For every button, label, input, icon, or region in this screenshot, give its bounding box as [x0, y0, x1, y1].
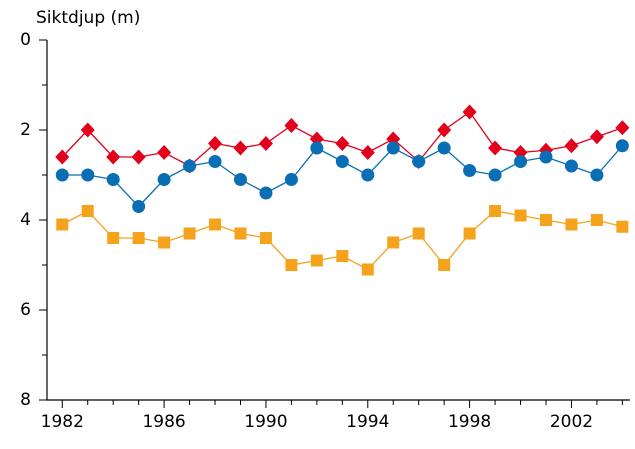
point — [208, 155, 222, 168]
point — [539, 150, 553, 164]
point — [81, 168, 95, 182]
point — [284, 118, 299, 133]
y-tick-label: 6 — [20, 300, 31, 320]
y-tick-label: 8 — [20, 390, 31, 410]
point — [335, 136, 350, 151]
point — [335, 155, 349, 168]
x-tick-label: 1986 — [142, 412, 185, 432]
point — [336, 250, 349, 262]
point — [234, 227, 247, 240]
point — [158, 236, 171, 249]
y-tick-label: 2 — [20, 120, 31, 140]
point — [412, 227, 425, 240]
point — [590, 214, 603, 226]
point — [258, 136, 273, 151]
point — [488, 140, 503, 156]
y-tick-label: 0 — [20, 30, 31, 50]
point — [437, 141, 451, 155]
point — [361, 168, 375, 182]
point — [565, 218, 578, 231]
point — [132, 200, 146, 213]
point — [514, 209, 527, 222]
point — [55, 168, 69, 182]
point — [412, 155, 426, 168]
point — [157, 173, 171, 186]
point — [259, 186, 273, 200]
point — [616, 220, 629, 233]
point — [462, 104, 477, 120]
point — [208, 136, 223, 151]
point — [132, 232, 145, 244]
point — [360, 145, 375, 160]
point — [463, 164, 477, 177]
x-tick-label: 1998 — [448, 412, 491, 432]
point — [564, 159, 578, 173]
series-line — [62, 145, 623, 208]
point — [259, 232, 272, 244]
point — [131, 149, 146, 165]
point — [387, 236, 400, 249]
point — [489, 205, 502, 217]
point — [361, 263, 374, 276]
y-tick-label: 4 — [20, 210, 31, 230]
point — [437, 122, 452, 138]
point — [615, 139, 629, 153]
point — [55, 149, 70, 165]
point — [209, 218, 222, 231]
y-axis-label: Siktdjup (m) — [36, 8, 140, 28]
point — [183, 227, 196, 240]
point — [488, 168, 502, 182]
point — [284, 173, 298, 186]
point — [56, 218, 69, 231]
point — [386, 141, 400, 155]
point — [615, 120, 630, 136]
point — [80, 122, 95, 138]
point — [157, 145, 172, 160]
point — [233, 140, 248, 156]
point — [310, 141, 324, 155]
x-tick-label: 1982 — [41, 412, 84, 432]
point — [285, 259, 298, 271]
point — [463, 227, 476, 240]
point — [183, 159, 197, 173]
x-tick-label: 1990 — [244, 412, 287, 432]
x-tick-label: 2002 — [550, 412, 593, 432]
point — [310, 254, 323, 267]
point — [438, 259, 451, 271]
x-tick-label: 1994 — [346, 412, 389, 432]
point — [564, 138, 579, 154]
point — [81, 205, 94, 217]
point — [589, 129, 604, 145]
point — [107, 232, 120, 244]
point — [514, 155, 528, 168]
point — [590, 168, 604, 182]
point — [539, 214, 552, 226]
point — [233, 173, 247, 186]
point — [106, 149, 121, 165]
point — [106, 173, 120, 186]
